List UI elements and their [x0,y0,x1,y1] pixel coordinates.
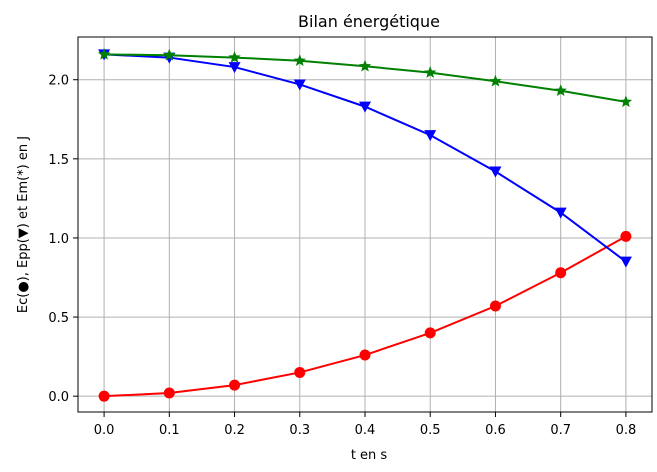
y-axis-label: Ec(●), Epp(▼) et Em(*) en J [16,136,31,313]
data-point [619,256,632,268]
grid-lines [78,37,652,412]
data-point [98,390,110,402]
data-point [228,62,241,74]
y-tick-label: 1.0 [48,232,69,247]
data-point [359,101,371,113]
data-point [619,95,633,108]
data-point [293,79,306,91]
data-point [424,130,437,142]
data-point [163,48,176,61]
x-tick-label: 0.5 [420,423,441,438]
data-point [424,66,437,78]
data-point [489,166,502,178]
data-point [358,59,372,72]
data-point [554,207,567,219]
tick-layer: 0.0 0.1 0.2 0.3 0.4 0.5 0.6 0.7 0.8 0.0 0.5 1.0 1.5 2… [48,74,636,438]
series-3 [97,47,633,108]
x-tick-label: 0.7 [550,423,571,438]
series-layer [97,47,633,402]
data-point [163,387,175,399]
data-point [489,300,501,312]
data-point [294,366,306,378]
data-point [97,47,111,60]
x-tick-label: 0.2 [224,423,245,438]
data-point [293,54,306,66]
x-tick-label: 0.3 [289,423,310,438]
x-tick-label: 0.4 [355,423,376,438]
data-point [554,84,567,97]
data-point [555,267,567,279]
data-point [424,327,436,339]
x-tick-label: 0.6 [485,423,506,438]
x-tick-label: 0.8 [616,423,637,438]
data-point [228,51,241,63]
data-point [359,349,371,361]
chart-title: Bilan énergétique [298,12,440,31]
data-point [489,74,502,87]
y-tick-label: 1.5 [48,153,69,168]
data-point [620,230,632,242]
x-axis-label: t en s [351,448,388,463]
data-point [229,379,241,391]
series-1 [98,230,632,402]
y-tick-label: 0.0 [48,390,69,405]
x-tick-label: 0.0 [94,423,115,438]
y-tick-label: 0.5 [48,311,69,326]
x-tick-label: 0.1 [159,423,180,438]
y-tick-label: 2.0 [48,74,69,89]
